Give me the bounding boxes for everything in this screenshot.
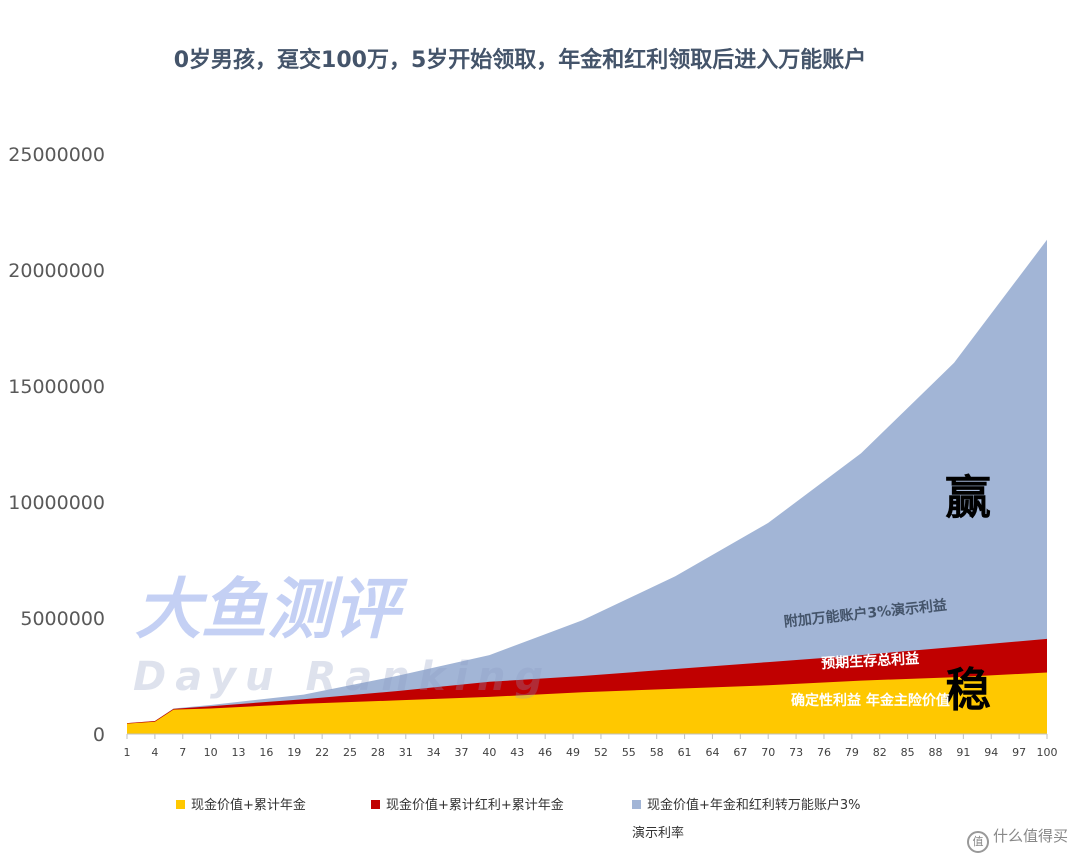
- x-axis: 1 4 7 10 13 16 19 22 25 28 31 34 37 40 43 46 49 52 55 58 61 6…: [124, 733, 1058, 759]
- x-tick-label: 64: [705, 746, 719, 759]
- brand-watermark: 大鱼测评 Dayu Ranking: [133, 571, 552, 700]
- x-tick-label: 43: [510, 746, 524, 759]
- y-tick-label: 20000000: [8, 260, 105, 282]
- site-watermark-text: 什么值得买: [992, 827, 1068, 845]
- chart-annotation: 赢: [945, 471, 991, 525]
- site-watermark: 值什么值得买: [966, 825, 1068, 853]
- legend-item-cash-value-dividend-annuity: 现金价值+累计红利+累计年金: [371, 792, 564, 820]
- x-tick-label: 55: [622, 746, 636, 759]
- site-logo-icon: 值: [966, 831, 989, 853]
- legend-swatch: [176, 800, 185, 809]
- chart-annotation: 稳: [945, 663, 991, 717]
- x-tick-label: 70: [761, 746, 775, 759]
- x-tick-label: 22: [315, 746, 329, 759]
- y-tick-label: 5000000: [20, 608, 105, 630]
- x-tick-label: 85: [901, 746, 915, 759]
- x-tick-label: 82: [873, 746, 887, 759]
- x-tick-label: 7: [179, 746, 186, 759]
- x-tick-label: 49: [566, 746, 580, 759]
- legend-item-universal-account: 现金价值+年金和红利转万能账户3% 演示利率: [632, 792, 902, 848]
- legend-item-cash-value-annuity: 现金价值+累计年金: [176, 792, 306, 820]
- x-tick-label: 19: [287, 746, 301, 759]
- y-tick-label: 10000000: [8, 492, 105, 514]
- legend-swatch: [371, 800, 380, 809]
- x-tick-label: 79: [845, 746, 859, 759]
- x-tick-label: 58: [650, 746, 664, 759]
- x-tick-label: 28: [371, 746, 385, 759]
- brand-watermark-subtitle: Dayu Ranking: [133, 654, 552, 700]
- legend-label: 现金价值+累计年金: [191, 798, 306, 813]
- x-tick-label: 73: [789, 746, 803, 759]
- x-tick-label: 91: [956, 746, 970, 759]
- brand-watermark-title: 大鱼测评: [135, 571, 408, 648]
- legend-swatch: [632, 800, 641, 809]
- x-tick-label: 94: [984, 746, 998, 759]
- y-tick-label: 25000000: [8, 144, 105, 166]
- x-tick-label: 4: [151, 746, 158, 759]
- legend-label: 现金价值+年金和红利转万能账户3%: [647, 798, 861, 813]
- legend-label: 现金价值+累计红利+累计年金: [386, 798, 564, 813]
- x-tick-label: 37: [455, 746, 469, 759]
- x-tick-label: 76: [817, 746, 831, 759]
- chart-annotation: 预期生存总利益: [821, 650, 920, 672]
- y-tick-label: 15000000: [8, 376, 105, 398]
- x-tick-label: 100: [1037, 746, 1058, 759]
- area-series-2: [127, 672, 1047, 734]
- x-tick-label: 67: [733, 746, 747, 759]
- x-tick-label: 61: [678, 746, 692, 759]
- x-tick-label: 25: [343, 746, 357, 759]
- y-tick-label: 0: [93, 724, 105, 746]
- x-tick-label: 10: [204, 746, 218, 759]
- x-tick-label: 46: [538, 746, 552, 759]
- area-series-0: [127, 239, 1047, 735]
- x-tick-label: 52: [594, 746, 608, 759]
- x-tick-label: 97: [1012, 746, 1026, 759]
- legend-label-line2: 演示利率: [632, 826, 685, 841]
- y-axis: 0 5000000 10000000 15000000 20000000 25000000: [8, 144, 105, 746]
- x-tick-label: 1: [124, 746, 131, 759]
- chart-annotation: 确定性利益 年金主险价值: [791, 692, 950, 709]
- x-tick-label: 40: [482, 746, 496, 759]
- x-tick-label: 13: [232, 746, 246, 759]
- x-tick-label: 16: [259, 746, 273, 759]
- area-series-group: [127, 239, 1047, 735]
- x-tick-label: 34: [427, 746, 441, 759]
- chart-title: 0岁男孩，趸交100万，5岁开始领取，年金和红利领取后进入万能账户: [173, 48, 867, 73]
- x-tick-label: 31: [399, 746, 413, 759]
- x-tick-label: 88: [928, 746, 942, 759]
